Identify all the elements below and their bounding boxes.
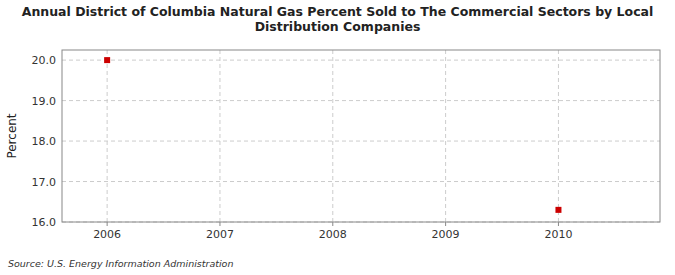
x-tick [219, 222, 220, 226]
y-tick-label: 16.0 [32, 216, 57, 229]
title-line: Annual District of Columbia Natural Gas … [22, 4, 654, 19]
x-tick-label: 2009 [432, 228, 460, 241]
chart: Annual District of Columbia Natural Gas … [0, 0, 675, 275]
x-tick [445, 222, 446, 226]
x-tick-label: 2007 [206, 228, 234, 241]
y-grid-line [62, 181, 660, 182]
x-tick [332, 222, 333, 226]
y-tick-label: 18.0 [32, 135, 57, 148]
y-tick-label: 17.0 [32, 176, 57, 189]
grid [62, 50, 660, 222]
x-grid-line [558, 50, 559, 222]
x-tick-label: 2006 [93, 228, 121, 241]
y-tick-label: 20.0 [32, 54, 57, 67]
y-tick-label: 19.0 [32, 95, 57, 108]
x-tick-label: 2008 [319, 228, 347, 241]
x-tick [558, 222, 559, 226]
point [555, 207, 561, 213]
y-axis-label: Percent [5, 113, 19, 158]
points [104, 57, 561, 213]
title: Annual District of Columbia Natural Gas … [22, 4, 654, 34]
y-grid-line [62, 141, 660, 142]
x-grid-line [107, 50, 108, 222]
title-line: Distribution Companies [255, 19, 421, 34]
y-grid-line [62, 60, 660, 61]
plot-frame [62, 50, 660, 222]
x-grid-line [445, 50, 446, 222]
source-note: Source: U.S. Energy Information Administ… [8, 258, 233, 269]
x-tick [107, 222, 108, 226]
x-grid-line [219, 50, 220, 222]
y-grid-line [62, 100, 660, 101]
x-grid-line [332, 50, 333, 222]
point [104, 57, 110, 63]
x-tick-label: 2010 [544, 228, 572, 241]
